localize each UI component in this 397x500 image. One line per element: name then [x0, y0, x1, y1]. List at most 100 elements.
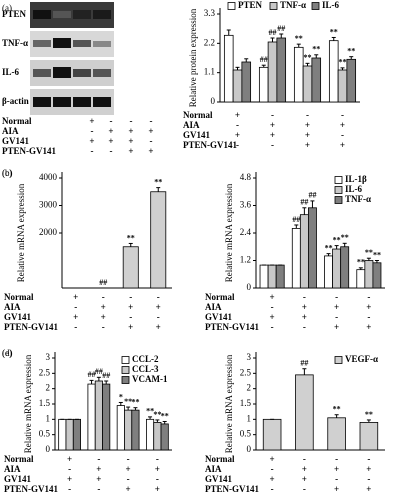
design-label: AIA — [4, 302, 21, 312]
bar — [332, 248, 342, 289]
design-sign: + — [334, 484, 339, 494]
design-sign: + — [302, 312, 307, 322]
design-sign: - — [110, 146, 113, 156]
design-sign: - — [341, 130, 344, 140]
design-sign: - — [367, 454, 370, 464]
bar — [87, 383, 96, 451]
design-sign: + — [270, 312, 275, 322]
design-sign: - — [129, 312, 132, 322]
design-sign: - — [91, 126, 94, 136]
y-tick-label: 2.5 — [240, 367, 252, 377]
design-sign: - — [367, 312, 370, 322]
design-label: Normal — [205, 292, 235, 302]
y-axis-label: Relative mRNA expression — [224, 354, 234, 453]
design-sign: + — [305, 140, 310, 150]
significance-marker: ** — [124, 397, 132, 406]
bar — [241, 61, 252, 103]
significance-marker: ** — [304, 53, 312, 62]
bar — [295, 374, 314, 451]
design-sign: + — [67, 474, 72, 484]
bar — [232, 69, 243, 103]
design-label: PTEN-GV141 — [2, 146, 57, 156]
design-sign: - — [102, 292, 105, 302]
design-sign: + — [156, 322, 161, 332]
design-sign: + — [334, 302, 339, 312]
bar — [267, 41, 278, 103]
design-sign: + — [302, 302, 307, 312]
legend-swatch — [121, 366, 130, 374]
bar — [359, 421, 379, 451]
significance-marker: ** — [341, 233, 349, 242]
legend-swatch — [334, 196, 343, 204]
bar — [259, 264, 269, 289]
design-sign: - — [306, 110, 309, 120]
bar — [72, 418, 81, 451]
bar — [276, 37, 287, 103]
design-sign: - — [271, 464, 274, 474]
significance-marker: ## — [269, 28, 277, 37]
bar — [364, 260, 374, 289]
design-sign: + — [302, 464, 307, 474]
design-sign: - — [157, 312, 160, 322]
significance-marker: ** — [347, 46, 355, 55]
significance-marker: ## — [99, 278, 107, 287]
y-tick-label: 3.3 — [204, 8, 216, 18]
significance-marker: ## — [95, 367, 103, 376]
y-axis-label: Relative protein expression — [188, 8, 198, 107]
design-sign: + — [73, 292, 78, 302]
design-sign: + — [73, 312, 78, 322]
design-sign: - — [127, 474, 130, 484]
design-sign: + — [67, 454, 72, 464]
design-label: AIA — [205, 464, 222, 474]
design-sign: - — [110, 116, 113, 126]
design-sign: + — [270, 454, 275, 464]
y-axis-label: Relative mRNA expression — [23, 354, 33, 453]
legend-label: IL-1β — [345, 174, 367, 184]
design-sign: + — [128, 146, 133, 156]
design-sign: + — [235, 130, 240, 140]
significance-marker: ## — [300, 359, 308, 368]
design-sign: - — [102, 322, 105, 332]
significance-marker: ** — [295, 34, 303, 43]
design-sign: + — [126, 484, 131, 494]
design-sign: - — [130, 116, 133, 126]
design-sign: + — [156, 302, 161, 312]
y-tick-label: 0.5 — [240, 429, 252, 439]
design-sign: + — [235, 110, 240, 120]
y-tick-label: 3000 — [39, 200, 58, 210]
design-label: GV141 — [205, 474, 233, 484]
design-sign: - — [68, 464, 71, 474]
design-sign: + — [108, 136, 113, 146]
design-sign: - — [97, 484, 100, 494]
design-sign: - — [157, 292, 160, 302]
design-sign: - — [156, 474, 159, 484]
design-sign: + — [101, 312, 106, 322]
bar — [146, 418, 155, 451]
design-sign: - — [97, 454, 100, 464]
design-sign: - — [335, 312, 338, 322]
legend-swatch — [334, 356, 343, 364]
bar — [122, 246, 139, 289]
design-sign: + — [366, 302, 371, 312]
bar — [302, 65, 313, 103]
design-sign: - — [68, 484, 71, 494]
bar — [337, 69, 348, 103]
design-sign: - — [271, 110, 274, 120]
significance-marker: ** — [365, 410, 373, 419]
bar — [340, 246, 350, 289]
legend-swatch — [334, 176, 343, 184]
y-tick-label: 1 — [247, 413, 252, 423]
y-tick-label: 1.2 — [240, 255, 251, 265]
bar — [150, 191, 167, 289]
bar — [153, 421, 162, 451]
bar — [124, 409, 133, 451]
bar — [116, 405, 125, 451]
bar — [94, 380, 103, 451]
design-sign: + — [128, 126, 133, 136]
significance-marker: ** — [325, 243, 333, 252]
bar — [223, 34, 234, 103]
design-sign: - — [341, 110, 344, 120]
legend-label: TNF-α — [345, 194, 371, 204]
design-sign: + — [148, 126, 153, 136]
